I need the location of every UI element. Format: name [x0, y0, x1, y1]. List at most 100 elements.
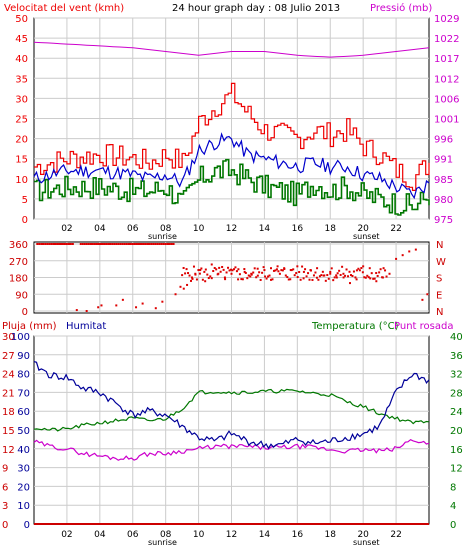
temperature-tick: 8 — [450, 482, 456, 493]
direction-point — [301, 265, 304, 268]
direction-point — [115, 304, 118, 307]
direction-point — [379, 268, 382, 271]
direction-point — [330, 267, 333, 270]
direction-point — [237, 278, 240, 281]
direction-point — [351, 274, 354, 277]
direction-point — [44, 243, 47, 245]
pressure-tick: 980 — [434, 195, 453, 206]
direction-point — [162, 243, 165, 245]
direction-point — [99, 243, 102, 245]
direction-point — [188, 274, 191, 277]
direction-point — [152, 243, 155, 245]
direction-point — [280, 269, 283, 272]
direction-point — [71, 243, 74, 245]
humidity-time-tick: 12 — [226, 530, 237, 540]
direction-point — [244, 271, 247, 274]
direction-point — [123, 243, 126, 245]
direction-point — [414, 248, 417, 251]
humidity-time-tick: 10 — [193, 530, 205, 540]
temperature-tick: 16 — [450, 445, 463, 456]
direction-point — [349, 274, 352, 277]
direction-point — [308, 278, 311, 281]
direction-point — [127, 243, 130, 245]
direction-grid — [34, 242, 429, 313]
temperature-tick: 0 — [450, 520, 456, 531]
direction-point — [63, 243, 66, 245]
direction-point — [382, 267, 385, 270]
direction-point — [316, 267, 319, 270]
direction-point — [206, 273, 209, 276]
direction-point — [335, 276, 338, 279]
direction-point — [140, 243, 143, 245]
direction-point — [154, 243, 157, 245]
direction-point — [305, 275, 308, 278]
direction-point — [223, 276, 226, 279]
direction-point — [261, 271, 264, 274]
direction-point — [187, 272, 190, 275]
direction-point — [321, 270, 324, 273]
pressure-tick: 1017 — [434, 54, 459, 65]
direction-degree-tick: 360 — [9, 240, 28, 251]
direction-point — [258, 271, 261, 274]
direction-point — [107, 243, 110, 245]
wind-series-group — [33, 41, 430, 216]
direction-point — [166, 243, 169, 245]
direction-point — [210, 277, 213, 280]
direction-point — [421, 298, 424, 301]
direction-point — [161, 300, 164, 303]
direction-point — [228, 269, 231, 272]
wind-time-tick: 10 — [193, 224, 205, 234]
direction-point — [296, 276, 299, 279]
direction-point — [90, 243, 93, 245]
direction-point — [204, 280, 207, 283]
direction-point — [299, 278, 302, 281]
direction-point — [367, 276, 370, 279]
direction-point — [227, 266, 230, 269]
direction-point — [255, 276, 258, 279]
rain-tick: 30 — [2, 332, 15, 343]
direction-point — [332, 279, 335, 282]
direction-point — [333, 276, 336, 279]
direction-point — [215, 268, 218, 271]
direction-point — [194, 273, 197, 276]
direction-point — [345, 268, 348, 271]
direction-point — [85, 310, 88, 312]
direction-degree-tick: 270 — [9, 257, 28, 268]
direction-point — [213, 266, 216, 269]
direction-point — [121, 243, 124, 245]
direction-points — [36, 243, 429, 312]
direction-point — [218, 266, 221, 269]
direction-point — [195, 278, 198, 281]
wind-time-tick: 18 — [325, 224, 337, 234]
direction-point — [373, 277, 376, 280]
wind-low-line — [34, 158, 430, 216]
direction-point — [142, 243, 145, 245]
humidity-tick: 10 — [17, 501, 30, 512]
direction-point — [378, 271, 381, 274]
direction-point — [186, 283, 189, 286]
direction-point — [50, 243, 53, 245]
direction-degree-tick: 90 — [15, 290, 28, 301]
direction-compass-tick: N — [436, 307, 443, 318]
direction-point — [207, 277, 210, 280]
direction-point — [277, 270, 280, 273]
direction-point — [317, 278, 320, 281]
direction-point — [395, 257, 398, 260]
direction-point — [302, 270, 305, 273]
temperature-tick: 12 — [450, 464, 463, 475]
direction-point — [197, 269, 200, 272]
direction-point — [150, 243, 153, 245]
direction-point — [320, 274, 323, 277]
direction-point — [138, 243, 141, 245]
direction-point — [67, 243, 70, 245]
wind-time-tick: 04 — [94, 224, 106, 234]
wind-speed-tick: 50 — [15, 14, 28, 25]
direction-point — [79, 243, 82, 245]
direction-compass-tick: E — [436, 290, 442, 301]
wind-speed-title: Velocitat del vent (kmh) — [4, 3, 124, 14]
direction-point — [426, 293, 429, 296]
direction-point — [275, 268, 278, 271]
